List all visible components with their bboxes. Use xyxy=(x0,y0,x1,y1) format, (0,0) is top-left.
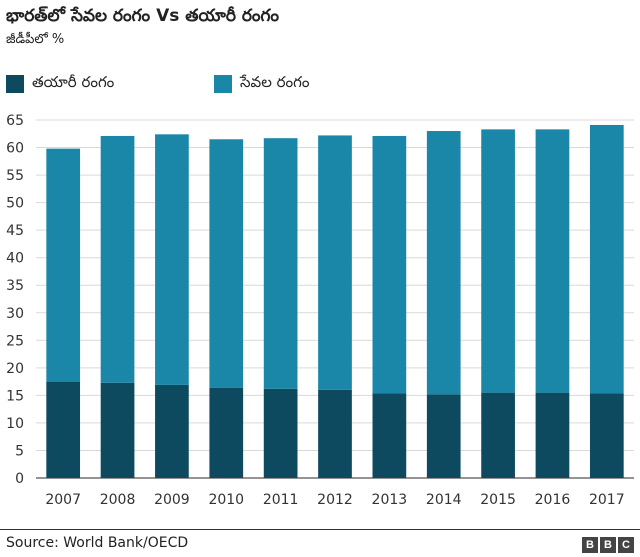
source-note: Source: World Bank/OECD xyxy=(6,535,189,551)
bbc-logo-letter: C xyxy=(618,537,634,553)
y-tick-label: 35 xyxy=(6,278,24,294)
y-tick-label: 60 xyxy=(6,141,24,157)
chart-title: భారత్‌లో సేవల రంగం Vs తయారీ రంగం xyxy=(6,6,280,26)
y-tick-label: 45 xyxy=(6,223,24,239)
y-tick-label: 10 xyxy=(6,416,24,432)
chart-subtitle: జీడీపీలో % xyxy=(6,32,65,47)
bbc-logo: B B C xyxy=(582,537,634,553)
y-tick-label: 5 xyxy=(15,443,24,459)
bar-segment-services xyxy=(209,139,244,388)
y-tick-label: 25 xyxy=(6,333,24,349)
y-tick-label: 30 xyxy=(6,306,24,322)
bar-segment-manufacturing xyxy=(372,393,407,478)
y-tick-label: 40 xyxy=(6,251,24,267)
bar-segment-manufacturing xyxy=(318,389,352,478)
bbc-logo-letter: B xyxy=(582,537,598,553)
y-tick-label: 0 xyxy=(15,471,24,487)
x-tick-label: 2008 xyxy=(100,492,136,508)
legend-item-manufacturing: తయారీ రంగం xyxy=(6,73,115,94)
bar-segment-manufacturing xyxy=(155,384,189,478)
x-tick-label: 2017 xyxy=(589,492,625,508)
bar-segment-services xyxy=(155,134,189,385)
y-tick-label: 50 xyxy=(6,196,24,212)
bar-segment-manufacturing xyxy=(100,382,135,478)
x-tick-label: 2014 xyxy=(426,492,462,508)
footer-divider xyxy=(0,529,640,530)
y-tick-label: 20 xyxy=(6,361,24,377)
x-tick-label: 2012 xyxy=(317,492,353,508)
x-tick-label: 2016 xyxy=(535,492,571,508)
bar-segment-manufacturing xyxy=(263,388,298,478)
x-tick-label: 2009 xyxy=(154,492,190,508)
legend-swatch-manufacturing xyxy=(6,75,24,93)
bar-segment-services xyxy=(372,135,407,394)
bar-segment-services xyxy=(100,135,135,383)
bbc-logo-letter: B xyxy=(600,537,616,553)
y-tick-label: 65 xyxy=(6,113,24,129)
bar-segment-services xyxy=(263,138,298,389)
legend-label-manufacturing: తయారీ రంగం xyxy=(32,73,115,91)
stacked-bar-chart: 0 5 10 15 20 25 30 35 40 45 50 55 60 65 2007 2008 2009 20… xyxy=(6,113,634,508)
bar-segment-manufacturing xyxy=(535,392,570,478)
bar-segment-services xyxy=(318,135,352,390)
bar-segment-services xyxy=(535,129,570,393)
legend-label-services: సేవల రంగం xyxy=(240,73,310,91)
y-tick-label: 55 xyxy=(6,168,24,184)
x-tick-label: 2015 xyxy=(480,492,516,508)
bar-segment-manufacturing xyxy=(481,392,515,478)
bar-segment-services xyxy=(481,129,515,393)
legend-swatch-services xyxy=(214,75,232,93)
y-tick-label: 15 xyxy=(6,388,24,404)
bar-segment-manufacturing xyxy=(209,387,244,478)
x-tick-label: 2011 xyxy=(263,492,299,508)
bar-segment-services xyxy=(46,148,81,382)
bar-segment-manufacturing xyxy=(46,381,81,478)
x-tick-label: 2010 xyxy=(208,492,244,508)
bar-segment-services xyxy=(589,124,624,394)
legend-item-services: సేవల రంగం xyxy=(214,73,310,94)
bar-segment-services xyxy=(426,131,461,395)
x-tick-label: 2013 xyxy=(372,492,408,508)
bar-segment-manufacturing xyxy=(589,393,624,478)
bar-segment-manufacturing xyxy=(426,394,461,478)
x-tick-label: 2007 xyxy=(45,492,81,508)
